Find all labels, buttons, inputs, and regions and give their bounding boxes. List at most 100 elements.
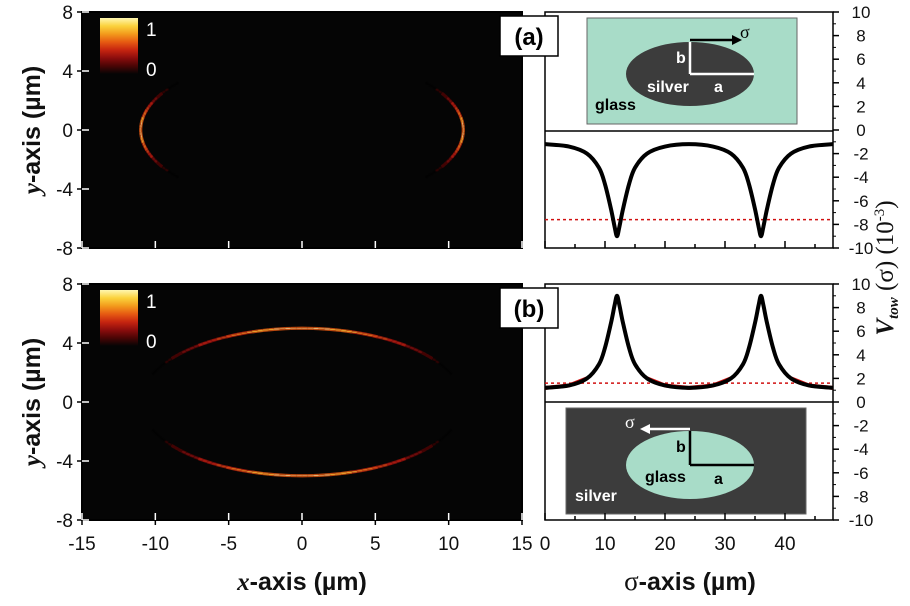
line-ytick-label: -10 [849,511,874,530]
heatmap-glow-core [142,142,145,146]
heatmap-glow-core [149,101,153,106]
heatmap-xtick-label: -15 [68,534,95,555]
heatmap-glow-core [459,142,462,146]
heatmap-glow-core [425,446,430,451]
heatmap-glow-core [236,468,242,472]
heatmap-ytick-label: 4 [62,62,73,83]
heatmap-glow-core [211,462,217,466]
heatmap-glow-core [446,159,450,163]
heatmap-glow-core [154,159,158,163]
heatmap-glow-core [159,436,163,440]
line-b-curve [545,293,833,390]
heatmap-glow-core [161,438,166,442]
heatmap-a-ylabel-italic: y [19,182,46,197]
heatmap-glow-core [151,99,156,103]
heatmap-glow-core [262,472,269,475]
heatmap-glow-core [421,352,426,356]
line-ytick-label: -6 [853,192,868,211]
heatmap-glow-core [448,157,453,161]
line-xlabel-sigma: σ [624,566,639,596]
heatmap-ytick-label: 0 [62,121,73,142]
line-ytick-label: 6 [856,50,865,69]
heatmap-glow-core [438,362,443,366]
line-b-yticks: 10 8 6 4 2 0 -2 -4 -6 -8 -10 [833,275,873,530]
heatmap-glow-core [241,469,247,472]
heatmap-glow-core [140,119,143,123]
heatmap-glow-core [246,470,253,473]
heatmap-glow-core [382,463,388,467]
heatmap-glow-core [143,111,147,115]
heatmap-glow-core [377,336,383,339]
heatmap-glow-core [159,92,163,96]
heatmap-glow-core [421,448,426,452]
heatmap-glow-core [432,358,437,362]
line-ytick-label: 6 [856,322,865,341]
line-ytick-label: 2 [856,97,865,116]
heatmap-glow-core [340,472,347,475]
heatmap-b-xticks: -15 -10 -5 0 5 10 15 [68,513,533,555]
heatmap-glow-core [362,332,368,336]
inset-b-inner-label: glass [645,469,686,486]
heatmap-glow-core [441,364,445,368]
heatmap-glow-core [432,86,437,90]
heatmap-glow-core [428,83,433,88]
heatmap-b-yticks: 8 4 0 -4 -8 [56,275,89,532]
line-ylabel: Vtow (σ) (10-3) [872,200,902,335]
heatmap-glow-core [167,86,172,90]
heatmap-glow-core [346,471,352,474]
heatmap-glow-core [252,471,258,474]
heatmap-glow-core [372,335,378,338]
inset-b-sigma-arrowhead [640,424,650,434]
heatmap-glow-core [185,348,191,352]
line-xtick-label: 30 [714,534,735,555]
heatmap-glow-core [396,459,402,463]
inset-a-sigma-arrowhead [732,35,742,45]
heatmap-glow-core [262,329,269,332]
heatmap-glow-core [206,460,212,464]
heatmap-glow-core [156,94,161,99]
heatmap-glow-core [387,462,393,466]
colorbar-a: 1 0 [100,18,157,81]
heatmap-glow-core [185,452,191,456]
heatmap-glow-core [146,106,150,111]
heatmap-glow-core [174,353,179,358]
heatmap-glow-core [178,448,183,452]
heatmap-glow-core [193,456,199,460]
heatmap-glow-core [148,104,151,108]
heatmap-glow-core [413,348,419,352]
heatmap-glow-core [246,331,253,334]
line-xtick-label: 40 [774,534,795,555]
heatmap-glow-core [441,92,445,96]
heatmap-glow-core [425,353,430,358]
heatmap-xtick-label: -5 [220,534,237,555]
line-ytick-label: -2 [853,145,868,164]
heatmap-glow-core [193,344,199,348]
heatmap-glow-core [257,329,264,332]
heatmap-glow-core [167,358,172,362]
heatmap-glow-core [448,371,453,375]
heatmap-glow-core [140,137,143,141]
heatmap-glow-core [171,172,176,177]
line-ytick-label: 2 [856,369,865,388]
heatmap-glow-core [443,161,448,166]
line-ytick-label: 4 [856,74,865,93]
heatmap-glow-core [446,369,450,373]
heatmap-glow-core [144,147,148,151]
panel-a-label-background [499,15,559,57]
heatmap-glow-core [164,440,169,444]
heatmap-glow-core [335,472,342,475]
heatmap-glow-core [441,436,445,440]
heatmap-xlabel-rest: -axis (µm) [250,568,367,596]
heatmap-glow-core [461,119,464,123]
heatmap-glow-core [161,166,166,170]
heatmap-glow-core [257,472,264,475]
heatmap-glow-core [387,338,393,342]
inset-b-b-label: b [676,439,686,456]
heatmap-glow-core [189,454,195,458]
heatmap-glow-core [459,114,462,118]
heatmap-glow-core [435,168,440,172]
heatmap-glow-core [226,466,232,469]
heatmap-ytick-label: 0 [62,393,73,414]
heatmap-glow-core [164,360,169,364]
